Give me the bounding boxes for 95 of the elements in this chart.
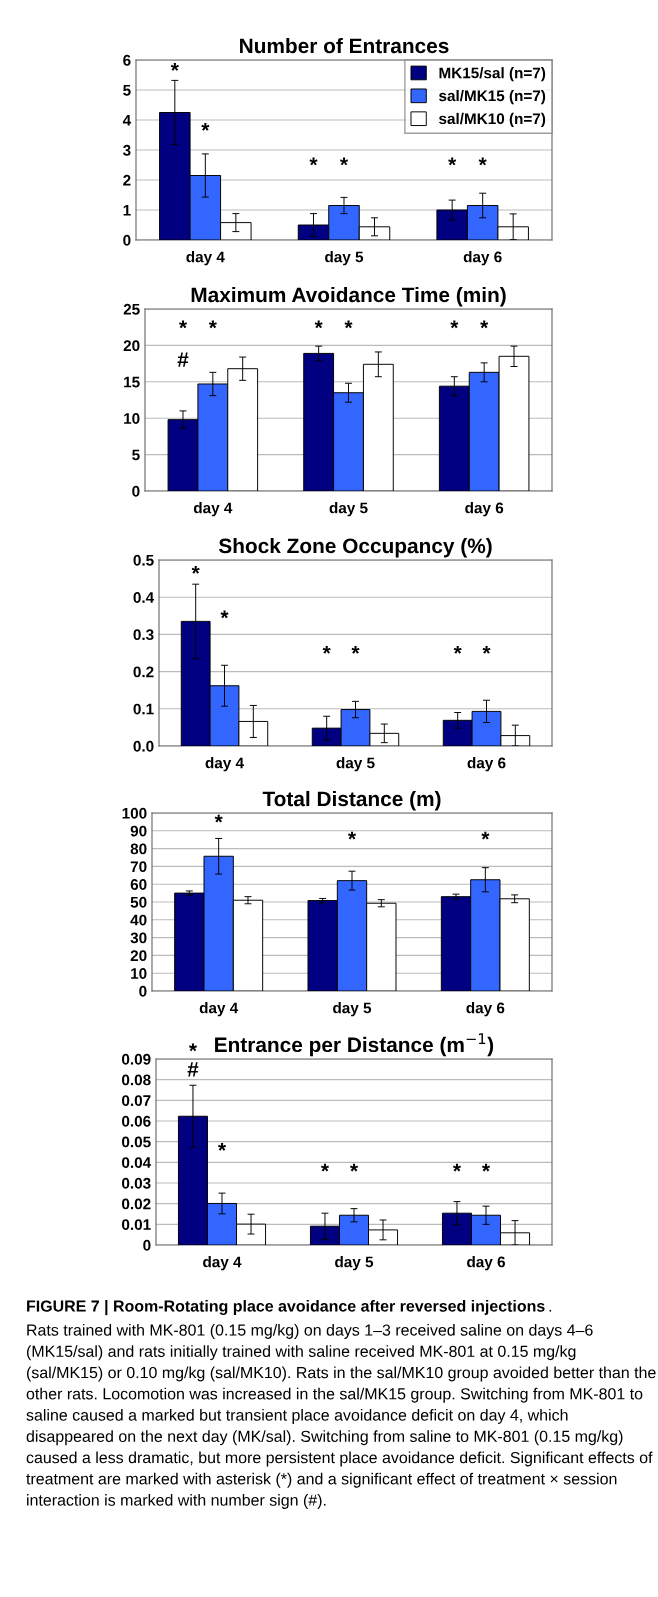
- x-tick-label: day 6: [466, 1002, 505, 1017]
- annotation: *: [350, 1163, 359, 1172]
- x-tick-label: day 4: [199, 1002, 239, 1017]
- y-tick-label: 60: [130, 879, 147, 890]
- y-tick-label: 15: [124, 376, 140, 388]
- x-tick-label: day 5: [335, 1256, 374, 1271]
- caption: FIGURE 7 | Room-Rotating place avoidance after reversed injections: [27, 1300, 545, 1316]
- annotation: *: [480, 320, 489, 329]
- annotation: *: [482, 645, 491, 654]
- y-tick-label: 0.4: [133, 592, 155, 603]
- y-tick-label: 1: [123, 205, 131, 216]
- y-tick-label: 0.3: [133, 629, 154, 641]
- x-tick-label: day 6: [467, 757, 506, 772]
- y-tick-label: 40: [130, 914, 147, 926]
- y-tick-label: 4: [122, 115, 132, 126]
- annotation: *: [478, 157, 487, 166]
- y-tick-label: 0.09: [122, 1053, 151, 1065]
- x-tick-label: day 5: [333, 1002, 372, 1017]
- y-tick-label: 2: [123, 174, 131, 186]
- annotation: *: [351, 645, 360, 654]
- x-tick-label: day 4: [203, 1256, 242, 1271]
- annotation: *: [320, 1163, 329, 1172]
- annotation: #: [177, 352, 189, 367]
- annotation: *: [218, 1143, 227, 1151]
- x-tick-label: day 5: [329, 502, 368, 517]
- annotation: *: [191, 565, 200, 574]
- y-tick-label: 80: [130, 843, 147, 855]
- y-tick-label: 50: [130, 896, 147, 908]
- y-tick-label: 0.07: [122, 1095, 151, 1107]
- y-tick-label: 0.1: [133, 703, 154, 715]
- y-tick-label: 0: [143, 1239, 151, 1251]
- x-tick-label: day 5: [336, 757, 375, 772]
- annotation: *: [220, 610, 229, 619]
- annotation: *: [178, 320, 188, 329]
- y-tick-label: 0: [139, 985, 147, 997]
- y-tick-label: 0.06: [122, 1115, 151, 1127]
- chart-title: Number of Entrances: [240, 37, 449, 54]
- y-tick-label: 0.01: [122, 1219, 151, 1231]
- y-tick-label: 70: [130, 861, 147, 873]
- annotation: *: [344, 320, 353, 329]
- x-tick-label: day 4: [193, 502, 233, 517]
- x-tick-label: day 6: [467, 1256, 505, 1271]
- chart-title: Shock Zone Occupancy (%): [218, 537, 492, 558]
- legend-label: sal/MK15 (n=7): [439, 89, 546, 105]
- annotation: *: [214, 814, 223, 823]
- annotation: *: [348, 831, 357, 840]
- annotation: *: [453, 645, 462, 654]
- annotation: *: [208, 320, 217, 329]
- annotation: *: [340, 157, 349, 166]
- y-tick-label: 6: [123, 54, 131, 66]
- annotation: *: [481, 831, 490, 840]
- annotation: *: [450, 320, 459, 329]
- chart-title: Total Distance (m): [262, 790, 441, 811]
- y-tick-label: 0.02: [122, 1198, 151, 1210]
- x-tick-label: day 4: [205, 757, 244, 772]
- annotation: *: [201, 123, 210, 131]
- y-tick-label: 10: [131, 968, 147, 979]
- legend-label: sal/MK10 (n=7): [439, 112, 546, 128]
- y-tick-label: 0.03: [122, 1177, 151, 1189]
- y-tick-label: 10: [124, 413, 140, 424]
- y-tick-label: 0.08: [122, 1074, 151, 1086]
- y-tick-label: 0: [132, 485, 140, 497]
- legend-label: MK15/sal (n=7): [439, 67, 546, 82]
- annotation: *: [448, 157, 457, 166]
- annotation: *: [482, 1163, 491, 1172]
- annotation: #: [187, 1062, 199, 1077]
- y-tick-label: 20: [130, 950, 147, 962]
- annotation: *: [309, 157, 318, 166]
- x-tick-label: day 4: [186, 251, 225, 266]
- annotation: *: [452, 1163, 461, 1172]
- y-tick-label: 0.2: [133, 666, 154, 678]
- y-tick-label: 3: [122, 144, 131, 156]
- x-tick-label: day 5: [325, 251, 364, 266]
- text: Rats trained with MK-801 (0.15 mg/kg) on days 1–3 received saline on days 4–6 (MK15/sal) and rats initially trained with saline received MK-801 at 0.15 mg/kg (sal/MK15) or 0.10 mg/kg (sal/MK10). Rats in the sal/MK10 group avoided better than the other rats. Locomotion was increased in the sal/MK15 group. Switching from MK-801 to saline caused a marked but transient place avoidance deficit on day 4, which disappeared on the next day (MK/sal). Switching from saline to MK-801 (0.15 mg/kg) caused a less dramatic, but more persistent place avoidance deficit. Significant effects of treatment are marked with asterisk (*) and a significant effect of treatment × session interaction is marked with number sign (#).: [26, 1324, 656, 1509]
- annotation: *: [322, 645, 331, 654]
- y-tick-label: 5: [132, 449, 140, 461]
- text: .: [549, 1309, 552, 1312]
- y-tick-label: 30: [130, 932, 147, 944]
- y-tick-label: 25: [123, 303, 140, 315]
- chart-title: Maximum Avoidance Time (min): [191, 286, 506, 307]
- y-tick-label: 0.5: [133, 554, 154, 566]
- y-tick-label: 0.0: [133, 740, 154, 752]
- annotation: *: [170, 63, 179, 71]
- y-tick-label: 0: [123, 234, 131, 246]
- y-tick-label: 90: [130, 825, 147, 837]
- annotation: *: [314, 320, 323, 329]
- x-tick-label: day 6: [465, 502, 504, 517]
- y-tick-label: 0.04: [122, 1157, 152, 1169]
- y-tick-label: 100: [122, 807, 147, 819]
- y-tick-label: 5: [123, 85, 131, 96]
- y-tick-label: 0.05: [122, 1136, 151, 1148]
- y-tick-label: 20: [123, 340, 140, 352]
- text: *: [188, 1043, 197, 1052]
- chart-title: Entrance per Distance (m$^{−1}$): [215, 1033, 494, 1057]
- x-tick-label: day 6: [463, 251, 502, 266]
